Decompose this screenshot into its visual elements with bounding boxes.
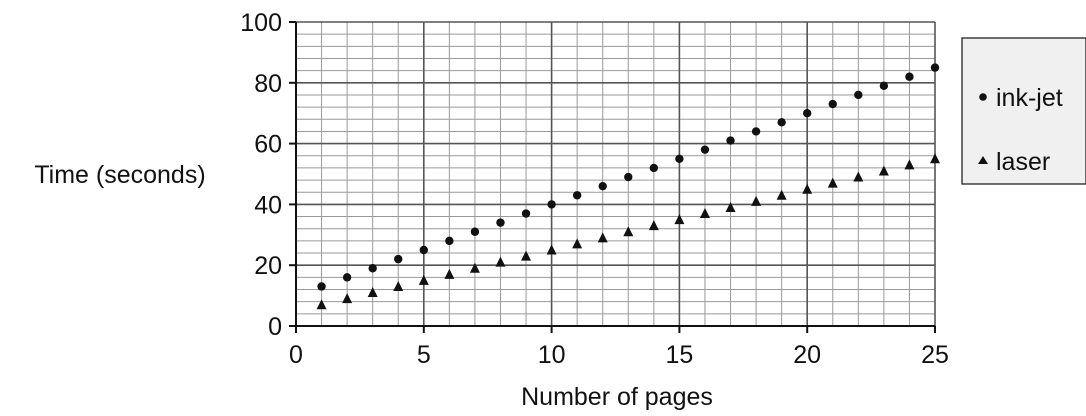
point-laser [827,177,838,188]
point-ink-jet [547,200,556,209]
y-tick-label: 0 [268,313,282,341]
point-ink-jet [700,145,710,154]
x-tick-label: 25 [921,341,949,369]
legend-label-laser: laser [996,148,1050,176]
point-laser [674,214,685,225]
point-laser [367,287,378,298]
point-ink-jet [496,218,505,227]
point-ink-jet [649,163,659,173]
point-ink-jet [445,236,454,246]
point-ink-jet [470,227,480,236]
point-laser [572,238,583,249]
x-tick-label: 10 [538,341,566,369]
major-gridlines [295,21,936,327]
point-laser [878,165,889,176]
point-laser [751,195,762,206]
point-laser [853,171,864,182]
legend: ink-jet laser [961,37,1086,185]
point-ink-jet [930,63,940,72]
point-laser [521,250,532,261]
point-ink-jet [777,118,786,127]
point-laser [444,268,455,279]
x-tick-label: 20 [793,341,821,369]
point-ink-jet [368,264,377,273]
point-ink-jet [675,154,684,163]
y-tick-label: 20 [254,252,282,280]
point-laser [393,280,404,291]
point-laser [546,244,557,255]
point-laser [930,153,940,164]
point-laser [597,232,608,243]
point-laser [802,183,813,194]
point-laser [725,201,736,212]
point-laser [495,256,506,267]
point-ink-jet [598,181,607,191]
legend-marker-ink-jet [979,93,987,101]
legend-label-ink-jet: ink-jet [996,84,1063,112]
legend-marker-laser [978,156,988,164]
data-points [316,63,940,310]
point-laser [623,226,634,237]
point-ink-jet [803,109,812,118]
point-ink-jet [342,273,352,282]
point-ink-jet [394,254,403,264]
point-laser [469,262,480,273]
point-laser [699,208,710,219]
tick-labels: 0 20 40 60 80 100 0 5 10 15 20 25 [240,9,949,369]
y-tick-label: 100 [240,9,282,37]
axes [289,21,936,333]
y-axis-label: Time (seconds) [34,161,205,189]
point-ink-jet [879,81,889,91]
y-tick-label: 60 [254,131,282,159]
x-tick-label: 5 [417,341,431,369]
minor-gridlines [296,22,935,326]
point-laser [342,293,353,304]
point-ink-jet [521,209,531,218]
x-tick-label: 15 [665,341,693,369]
point-ink-jet [317,282,326,291]
point-ink-jet [751,127,761,136]
point-laser [418,274,429,285]
point-ink-jet [624,172,633,182]
x-axis-label: Number of pages [521,383,713,411]
point-ink-jet [905,72,914,81]
y-tick-label: 80 [254,70,282,98]
point-laser [904,159,915,170]
point-ink-jet [572,191,582,200]
point-ink-jet [828,99,837,109]
point-ink-jet [854,90,863,100]
point-laser [316,299,327,310]
point-laser [776,189,787,200]
y-tick-label: 40 [254,191,282,219]
point-ink-jet [726,136,735,145]
point-ink-jet [419,245,428,255]
point-laser [648,220,659,231]
x-tick-label: 0 [289,341,303,369]
